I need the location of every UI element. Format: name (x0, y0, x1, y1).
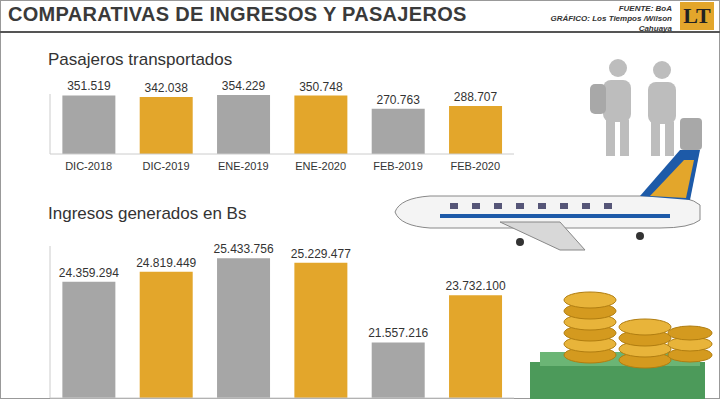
svg-text:23.732.100: 23.732.100 (446, 279, 506, 293)
svg-text:24.819.449: 24.819.449 (136, 256, 196, 270)
svg-text:288.707: 288.707 (454, 90, 498, 104)
svg-text:21.557.216: 21.557.216 (368, 326, 428, 340)
html-text:COMPARATIVAS DE INGRESOS Y PAS: COMPARATIVAS DE INGRESOS Y PASAJEROS (8, 3, 467, 25)
svg-text:FEB-2019: FEB-2019 (373, 160, 423, 172)
svg-text:ENE-2019: ENE-2019 (218, 160, 269, 172)
html-text:GRÁFICO: Los Tiempos /Wilson C: GRÁFICO: Los Tiempos /Wilson Cahuaya (550, 14, 672, 33)
svg-text:342.038: 342.038 (145, 81, 189, 95)
html-text:Pasajeros transportados: Pasajeros transportados (48, 50, 233, 69)
svg-text:DIC-2019: DIC-2019 (142, 160, 189, 172)
svg-text:ENE-2020: ENE-2020 (295, 160, 346, 172)
svg-text:354.229: 354.229 (222, 79, 266, 93)
svg-text:25.229.477: 25.229.477 (291, 247, 351, 261)
svg-text:DIC-2018: DIC-2018 (65, 160, 112, 172)
svg-text:FEB-2020: FEB-2020 (451, 160, 501, 172)
svg-text:25.433.756: 25.433.756 (214, 242, 274, 256)
svg-text:350.748: 350.748 (299, 80, 343, 94)
html-text:Ingresos generados en Bs: Ingresos generados en Bs (48, 204, 247, 223)
svg-text:351.519: 351.519 (67, 79, 111, 93)
html-text:LT: LT (683, 3, 711, 28)
svg-text:24.359.294: 24.359.294 (59, 266, 119, 280)
html-text:FUENTE: BoA: FUENTE: BoA (618, 4, 672, 13)
svg-text:270.763: 270.763 (377, 93, 421, 107)
